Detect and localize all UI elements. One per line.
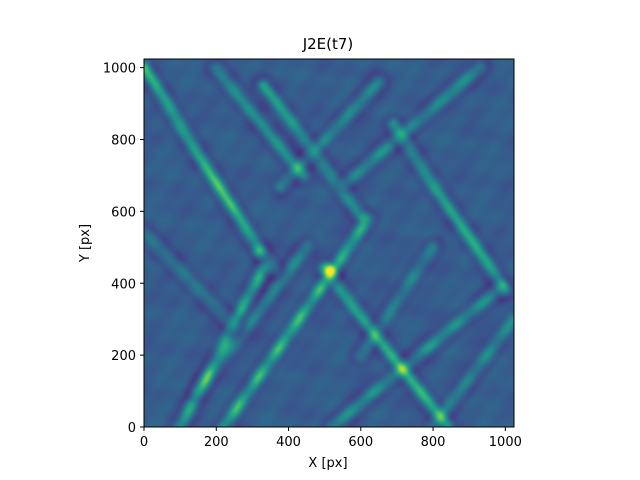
y-tick-label: 0 [128, 421, 136, 436]
y-tick-label: 1000 [103, 62, 136, 77]
x-tick-label: 200 [204, 435, 229, 450]
chart-title: J2E(t7) [302, 35, 354, 53]
x-tick-label: 600 [348, 435, 373, 450]
plot-frame [143, 58, 515, 428]
x-tick-label: 1000 [489, 435, 522, 450]
y-axis-label: Y [px] [78, 224, 93, 263]
y-tick-label: 800 [111, 134, 136, 149]
x-tick-label: 0 [140, 435, 148, 450]
y-axis: 0 200 400 600 800 1000 [103, 62, 144, 436]
y-tick-label: 400 [111, 277, 136, 292]
heatmap-image [144, 59, 514, 427]
x-tick-label: 400 [276, 435, 301, 450]
y-tick-label: 600 [111, 205, 136, 220]
y-tick-label: 200 [111, 349, 136, 364]
x-tick-label: 800 [421, 435, 446, 450]
x-axis: 0 200 400 600 800 1000 [140, 427, 522, 450]
plot-area [143, 58, 515, 428]
x-axis-label: X [px] [308, 456, 347, 471]
